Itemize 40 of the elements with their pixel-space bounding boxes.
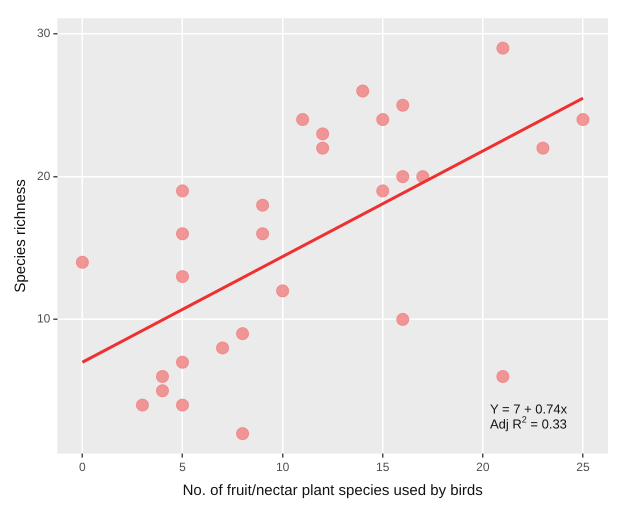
point: [156, 370, 169, 384]
x-axis-title: No. of fruit/nectar plant species used by birds: [182, 482, 483, 500]
point: [236, 327, 250, 340]
point: [276, 284, 290, 298]
annotation: Y = 7 + 0.74x: [490, 402, 568, 417]
x-tick-label: 25: [576, 460, 590, 474]
point: [396, 98, 410, 112]
x-tick-label: 0: [79, 460, 86, 474]
point: [236, 427, 250, 440]
x-tick-label: 5: [179, 460, 186, 474]
x-tick-label: 10: [276, 460, 290, 474]
point: [376, 184, 390, 198]
point: [536, 142, 550, 155]
y-tick-label: 30: [36, 26, 51, 40]
point: [136, 398, 149, 412]
x-tick-label: 20: [476, 460, 490, 474]
point: [496, 42, 510, 55]
point: [176, 398, 189, 412]
point: [496, 370, 510, 384]
point: [316, 127, 330, 140]
x-tick-label: 15: [376, 460, 390, 474]
point: [576, 113, 590, 126]
point: [76, 256, 89, 269]
point: [176, 227, 189, 240]
y-tick-label: 10: [36, 312, 51, 326]
point: [156, 384, 169, 398]
y-axis-title: Species richness: [12, 179, 30, 293]
point: [216, 341, 230, 354]
point: [176, 184, 189, 198]
point: [176, 270, 189, 284]
point: [396, 170, 410, 184]
point: [316, 142, 330, 155]
point: [396, 312, 410, 326]
point: [296, 113, 310, 126]
point: [176, 356, 189, 369]
point: [256, 227, 270, 240]
y-tick-label: 20: [36, 168, 51, 183]
point: [376, 113, 390, 126]
point: [356, 84, 370, 98]
point: [256, 198, 270, 212]
